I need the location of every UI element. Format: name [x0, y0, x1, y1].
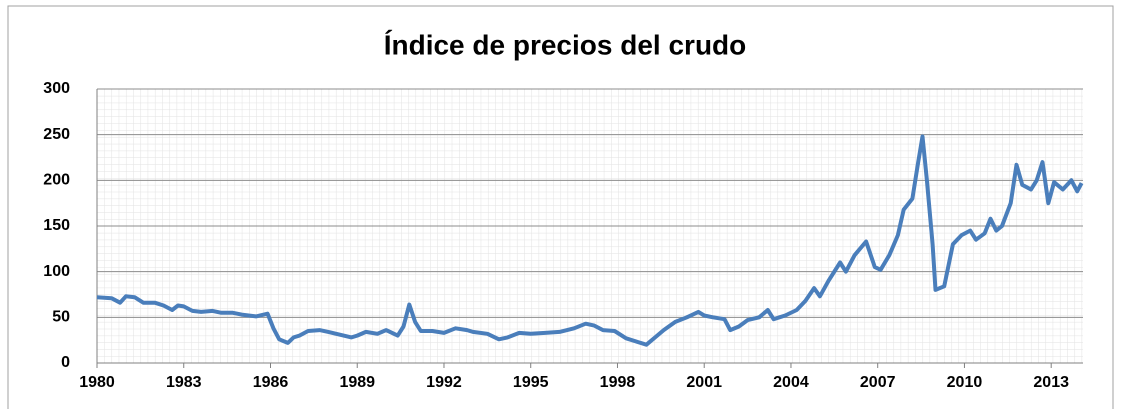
x-tick-label: 1995 — [513, 374, 549, 391]
y-tick-label: 200 — [43, 172, 70, 189]
x-tick-label: 1992 — [426, 374, 462, 391]
x-tick-label: 1986 — [253, 374, 289, 391]
chart-title: Índice de precios del crudo — [384, 29, 747, 60]
data-line — [96, 134, 1084, 347]
y-tick-label: 150 — [43, 217, 70, 234]
x-tick-label: 2013 — [1033, 374, 1069, 391]
y-tick-label: 300 — [43, 80, 70, 97]
y-tick-label: 0 — [61, 354, 70, 371]
x-tick-label: 1983 — [166, 374, 202, 391]
y-tick-label: 250 — [43, 126, 70, 143]
y-tick-label: 50 — [52, 309, 70, 326]
x-tick-label: 1998 — [600, 374, 636, 391]
y-tick-label: 100 — [43, 263, 70, 280]
x-tick-label: 2007 — [860, 374, 896, 391]
x-tick-label: 1980 — [79, 374, 115, 391]
x-tick-label: 2001 — [686, 374, 722, 391]
x-tick-label: 2010 — [947, 374, 983, 391]
x-tick-label: 1989 — [339, 374, 375, 391]
x-tick-label: 2004 — [773, 374, 809, 391]
